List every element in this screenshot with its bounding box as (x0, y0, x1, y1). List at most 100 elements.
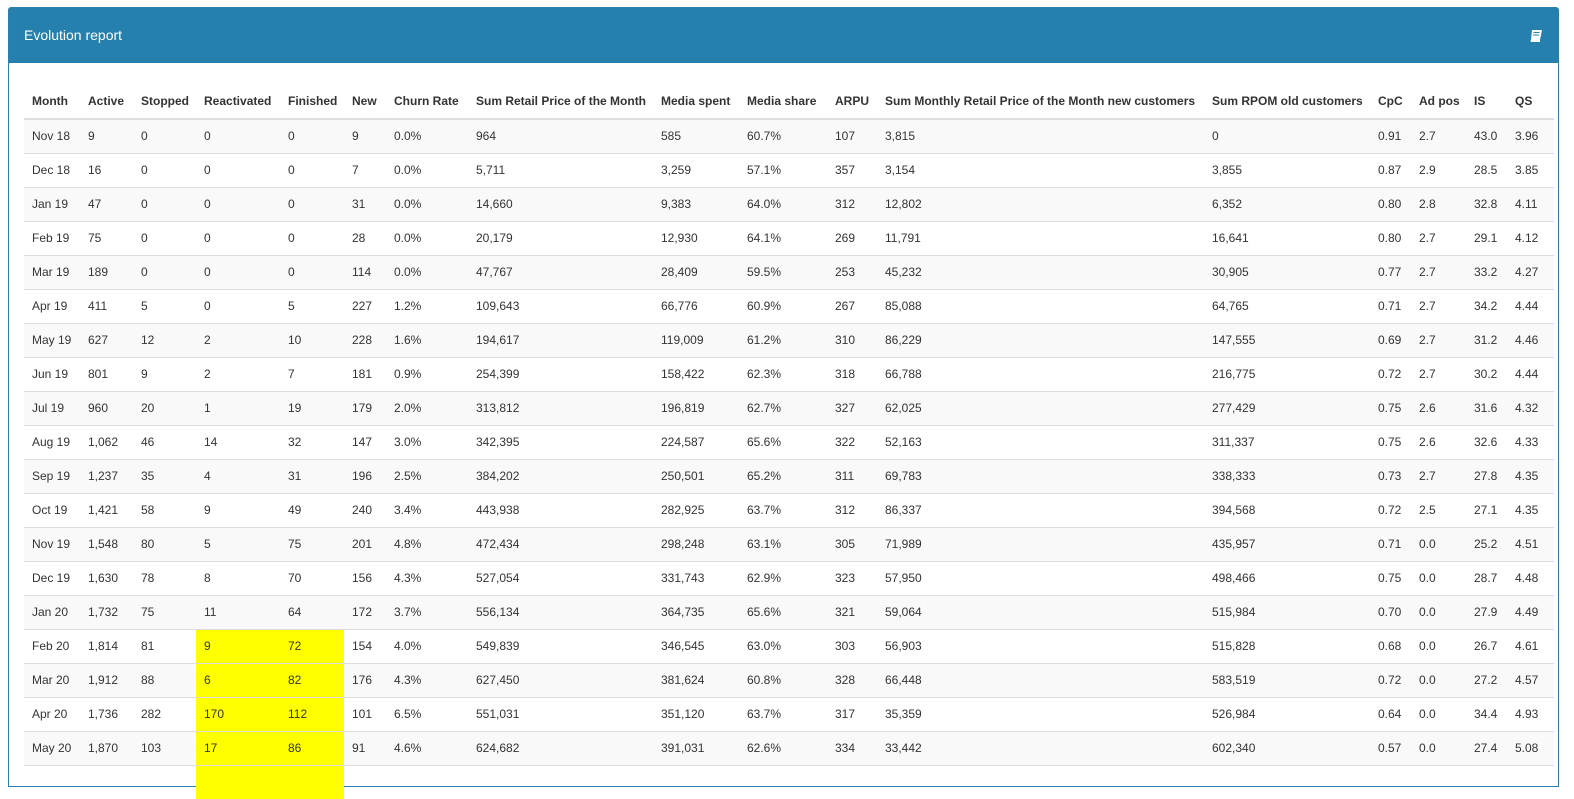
table-cell: 75 (80, 220, 133, 255)
table-row: Sep 19 1,237 35 4 31 196 2.5% 384,202 250,501 65.… (24, 458, 1554, 493)
column-header: Sum RPOM old customers (1204, 84, 1370, 120)
table-cell: 0 (1204, 118, 1370, 153)
table-cell: 14 (196, 424, 280, 459)
table-cell: Jan 19 (24, 186, 80, 221)
table-cell: 327 (827, 390, 877, 425)
table-cell: 3,855 (1204, 152, 1370, 187)
table-cell: 0.0% (386, 220, 468, 255)
table-cell: 60.8% (739, 662, 827, 697)
table-cell: 602,340 (1204, 730, 1370, 765)
table-cell: 3.85 (1507, 152, 1554, 187)
table-row: Nov 19 1,548 80 5 75 201 4.8% 472,434 298,248 63.… (24, 526, 1554, 561)
table-cell: 1,736 (80, 696, 133, 731)
table-cell: 4.3% (386, 662, 468, 697)
table-cell: 0.0% (386, 186, 468, 221)
table-cell: 62.3% (739, 356, 827, 391)
evolution-report-panel: Evolution report Month Active Stopped React… (8, 7, 1559, 799)
table-cell: 75 (280, 526, 344, 561)
table-cell: 269 (827, 220, 877, 255)
table-cell: 58 (133, 492, 196, 527)
table-cell: 9 (133, 356, 196, 391)
table-cell: 2.7 (1411, 220, 1466, 255)
table-cell: 551,031 (468, 696, 653, 731)
table-cell: 0.64 (1370, 696, 1411, 731)
table-cell: 1 (196, 390, 280, 425)
table-cell: 2.7 (1411, 254, 1466, 289)
table-cell: 305 (827, 526, 877, 561)
column-header: Churn Rate (386, 84, 468, 120)
table-cell: 5 (133, 288, 196, 323)
table-cell: 103 (133, 730, 196, 765)
table-cell: 0.69 (1370, 322, 1411, 357)
table-cell: 62.9% (739, 560, 827, 595)
table-cell: 35 (133, 458, 196, 493)
table-cell: 31.6 (1466, 390, 1507, 425)
table-row: Dec 18 16 0 0 0 7 0.0% 5,711 3,259 57.1% 357 3,154 3… (24, 152, 1554, 187)
table-cell: 4.33 (1507, 424, 1554, 459)
table-cell: 0.77 (1370, 254, 1411, 289)
table-cell: 4.6% (386, 730, 468, 765)
table-cell: 4 (196, 458, 280, 493)
table-cell: 31 (280, 458, 344, 493)
table-cell: 0.91 (1370, 118, 1411, 153)
table-cell: 0.80 (1370, 220, 1411, 255)
table-cell: 498,466 (1204, 560, 1370, 595)
table-cell: 16,641 (1204, 220, 1370, 255)
table-cell: 19 (280, 390, 344, 425)
table-cell: 28.7 (1466, 560, 1507, 595)
table-cell: 801 (80, 356, 133, 391)
table-cell: 86,337 (877, 492, 1204, 527)
table-cell (1411, 764, 1466, 799)
table-cell: Feb 20 (24, 628, 80, 663)
panel-body: Month Active Stopped Reactivated Finished New… (9, 63, 1558, 799)
table-cell: 0.0% (386, 118, 468, 153)
table-cell: 0.72 (1370, 356, 1411, 391)
table-cell: 310 (827, 322, 877, 357)
table-cell: 6,352 (1204, 186, 1370, 221)
table-cell: 0.75 (1370, 390, 1411, 425)
table-row: Mar 20 1,912 88 6 82 176 4.3% 627,450 381,624 60.… (24, 662, 1554, 697)
table-cell: 2 (196, 322, 280, 357)
table-cell: 86 (280, 730, 344, 765)
table-cell: 32.6 (1466, 424, 1507, 459)
table-header-row: Month Active Stopped Reactivated Finished New… (24, 84, 1554, 120)
table-cell: 0.87 (1370, 152, 1411, 187)
panel-heading: Evolution report (9, 8, 1558, 63)
table-cell: 585 (653, 118, 739, 153)
table-cell: 72 (280, 628, 344, 663)
table-cell: 9 (80, 118, 133, 153)
table-cell: 2.5 (1411, 492, 1466, 527)
table-cell (1370, 764, 1411, 799)
table-cell: 62,025 (877, 390, 1204, 425)
table-body: Nov 18 9 0 0 0 9 0.0% 964 585 60.7% 107 3,815 0 0.91 2… (24, 118, 1554, 799)
table-cell: 70 (280, 560, 344, 595)
table-cell: 313,812 (468, 390, 653, 425)
table-cell: 7 (344, 152, 386, 187)
book-icon[interactable] (1528, 28, 1544, 44)
table-cell: 964 (468, 118, 653, 153)
table-cell: 515,828 (1204, 628, 1370, 663)
table-cell: 27.2 (1466, 662, 1507, 697)
table-cell: 627,450 (468, 662, 653, 697)
table-cell: Dec 18 (24, 152, 80, 187)
table-cell: 107 (827, 118, 877, 153)
table-cell: 318 (827, 356, 877, 391)
table-cell: 32.8 (1466, 186, 1507, 221)
table-cell: 20,179 (468, 220, 653, 255)
table-cell: 64.0% (739, 186, 827, 221)
evolution-table: Month Active Stopped Reactivated Finished New… (24, 84, 1554, 799)
table-cell: 6.5% (386, 696, 468, 731)
table-row: Apr 19 411 5 0 5 227 1.2% 109,643 66,776 60.9% 267… (24, 288, 1554, 323)
table-row: Dec 19 1,630 78 8 70 156 4.3% 527,054 331,743 62.… (24, 560, 1554, 595)
table-cell: 2.6 (1411, 390, 1466, 425)
table-cell: 4.35 (1507, 458, 1554, 493)
table-cell: 1,630 (80, 560, 133, 595)
table-cell: 27.4 (1466, 730, 1507, 765)
table-cell: 27.8 (1466, 458, 1507, 493)
table-cell: 176 (344, 662, 386, 697)
table-cell: 27.1 (1466, 492, 1507, 527)
table-cell: 114 (344, 254, 386, 289)
table-cell: Mar 20 (24, 662, 80, 697)
table-cell: 0 (133, 152, 196, 187)
table-cell: 4.49 (1507, 594, 1554, 629)
